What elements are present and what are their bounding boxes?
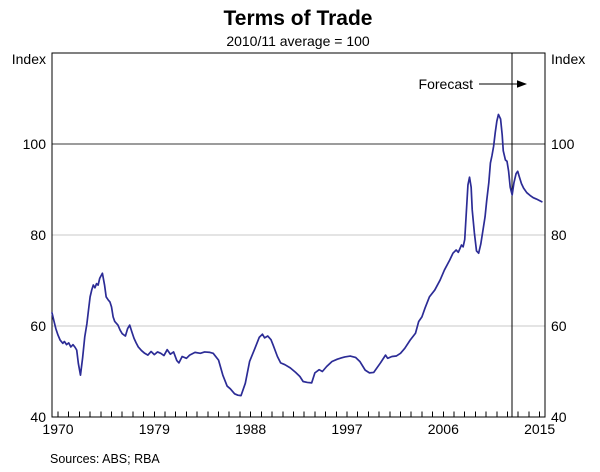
sources-note: Sources: ABS; RBA: [50, 452, 160, 466]
forecast-label: Forecast: [419, 76, 474, 92]
gridlines: [52, 143, 545, 327]
y-tick-label-left: 60: [30, 318, 46, 334]
plot-border: [51, 52, 546, 418]
x-tick-label-1979: 1979: [139, 421, 170, 437]
x-tick-label-1997: 1997: [331, 421, 362, 437]
chart-subtitle: 2010/11 average = 100: [226, 33, 370, 49]
x-tick-label-2015: 2015: [524, 421, 555, 437]
y-tick-labels: 40 40 60 60 80 80 100 100: [23, 136, 575, 425]
x-tick-labels: 1970 1979 1988 1997 2006 2015: [42, 421, 555, 437]
y-tick-label-left: 80: [30, 227, 46, 243]
forecast-annotation: Forecast: [419, 76, 527, 92]
x-tick-label-1970: 1970: [42, 421, 73, 437]
y-tick-label-right: 40: [551, 409, 567, 425]
terms-of-trade-line: [51, 113, 543, 397]
y-axis-unit-right: Index: [551, 51, 585, 67]
x-tick-label-2006: 2006: [428, 421, 459, 437]
y-tick-label-right: 100: [551, 136, 575, 152]
y-tick-label-right: 80: [551, 227, 567, 243]
forecast-arrow-head: [517, 80, 527, 88]
x-axis-ticks: [57, 411, 541, 417]
chart-title: Terms of Trade: [224, 7, 373, 30]
y-axis-unit-left: Index: [12, 51, 46, 67]
y-tick-label-left: 40: [30, 409, 46, 425]
y-tick-label-left: 100: [23, 136, 47, 152]
x-tick-label-1988: 1988: [235, 421, 266, 437]
y-tick-label-right: 60: [551, 318, 567, 334]
